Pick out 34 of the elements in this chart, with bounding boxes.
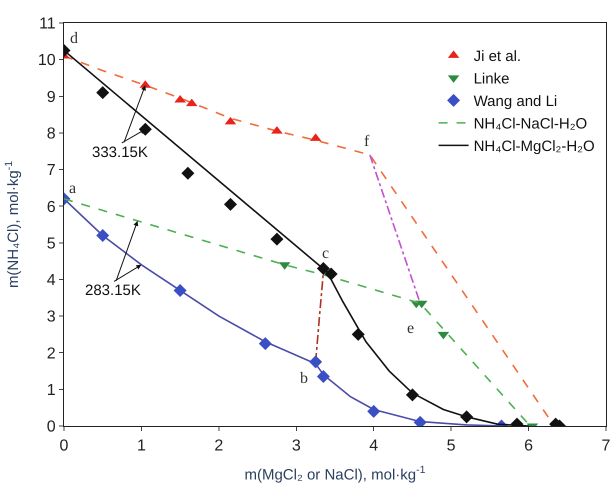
annotation: a [69, 180, 76, 197]
x-tick-label: 4 [369, 437, 378, 454]
annotation: 333.15K [92, 144, 148, 161]
annotation: e [407, 320, 414, 337]
y-tick-label: 0 [46, 418, 56, 436]
annotation: c [322, 245, 330, 262]
x-tick-label: 5 [446, 437, 456, 454]
y-tick-label: 7 [46, 162, 56, 180]
y-tick-label: 3 [46, 308, 56, 326]
y-tick-label: 4 [46, 272, 56, 290]
y-tick-label: 9 [46, 88, 56, 106]
x-tick-label: 1 [136, 437, 146, 454]
legend-label: Wang and Li [474, 93, 558, 110]
y-tick-label: 10 [38, 52, 56, 70]
annotation: 283.15K [85, 282, 141, 299]
y-tick-label: 11 [39, 16, 56, 33]
y-tick-label: 6 [46, 198, 56, 216]
x-tick-label: 2 [214, 437, 224, 454]
x-tick-label: 7 [602, 437, 611, 454]
x-tick-label: 6 [524, 437, 534, 454]
legend-label: Linke [474, 70, 510, 88]
y-tick-label: 1 [46, 382, 56, 399]
annotation: f [364, 133, 370, 150]
legend-label: NH₄Cl-NaCl-H₂O [474, 116, 588, 133]
x-axis-title: m(MgCl₂ or NaCl), mol·kg$^{-1}$ [244, 464, 426, 484]
y-tick-label: 5 [46, 235, 56, 252]
x-tick-label: 3 [292, 437, 301, 454]
x-tick-label: 0 [60, 437, 69, 454]
legend-label: Ji et al. [474, 48, 522, 66]
y-tick-label: 2 [46, 345, 56, 362]
annotation: b [300, 370, 308, 387]
annotation: d [70, 30, 78, 47]
legend-label: NH₄Cl-MgCl₂-H₂O [474, 138, 595, 156]
y-tick-label: 8 [46, 126, 56, 143]
